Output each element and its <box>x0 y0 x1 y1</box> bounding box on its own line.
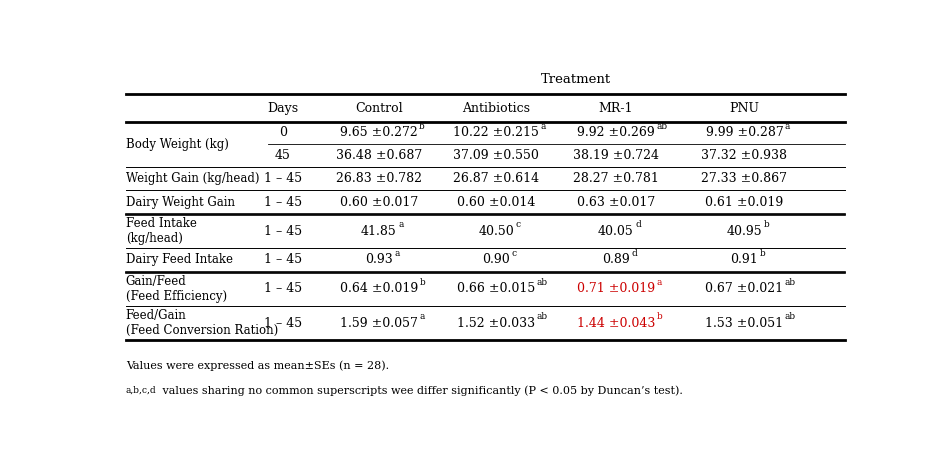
Text: 1 – 45: 1 – 45 <box>263 225 302 237</box>
Text: Body Weight (kg): Body Weight (kg) <box>126 138 228 151</box>
Text: 26.83 ±0.782: 26.83 ±0.782 <box>336 172 422 185</box>
Text: 1 – 45: 1 – 45 <box>263 196 302 209</box>
Text: a: a <box>399 220 403 229</box>
Text: b: b <box>420 122 425 131</box>
Text: b: b <box>759 249 765 258</box>
Text: 38.19 ±0.724: 38.19 ±0.724 <box>573 149 659 162</box>
Text: d: d <box>632 249 637 258</box>
Text: 41.85: 41.85 <box>361 225 397 237</box>
Text: 0: 0 <box>278 126 287 139</box>
Text: Control: Control <box>355 102 402 115</box>
Text: 0.93: 0.93 <box>365 253 393 266</box>
Text: 0.66 ±0.015: 0.66 ±0.015 <box>457 282 535 296</box>
Text: 10.22 ±0.215: 10.22 ±0.215 <box>454 126 539 139</box>
Text: c: c <box>511 249 517 258</box>
Text: 40.50: 40.50 <box>478 225 514 237</box>
Text: 0.89: 0.89 <box>602 253 630 266</box>
Text: 0.67 ±0.021: 0.67 ±0.021 <box>706 282 783 296</box>
Text: 0.61 ±0.019: 0.61 ±0.019 <box>706 196 783 209</box>
Text: ab: ab <box>785 312 796 321</box>
Text: Dairy Weight Gain: Dairy Weight Gain <box>126 196 235 209</box>
Text: a: a <box>785 122 790 131</box>
Text: ab: ab <box>537 278 548 287</box>
Text: Gain/Feed
(Feed Efficiency): Gain/Feed (Feed Efficiency) <box>126 275 227 303</box>
Text: 37.09 ±0.550: 37.09 ±0.550 <box>454 149 539 162</box>
Text: 45: 45 <box>275 149 291 162</box>
Text: 1 – 45: 1 – 45 <box>263 282 302 296</box>
Text: a,b,c,d: a,b,c,d <box>126 386 156 395</box>
Text: 0.71 ±0.019: 0.71 ±0.019 <box>577 282 655 296</box>
Text: 1 – 45: 1 – 45 <box>263 253 302 266</box>
Text: Feed/Gain
(Feed Conversion Ration): Feed/Gain (Feed Conversion Ration) <box>126 309 278 337</box>
Text: Weight Gain (kg/head): Weight Gain (kg/head) <box>126 172 259 185</box>
Text: b: b <box>420 278 425 287</box>
Text: Days: Days <box>267 102 298 115</box>
Text: a: a <box>541 122 546 131</box>
Text: a: a <box>656 278 662 287</box>
Text: ab: ab <box>656 122 668 131</box>
Text: 27.33 ±0.867: 27.33 ±0.867 <box>702 172 787 185</box>
Text: a: a <box>394 249 400 258</box>
Text: MR-1: MR-1 <box>599 102 634 115</box>
Text: ab: ab <box>537 312 548 321</box>
Text: 1.59 ±0.057: 1.59 ±0.057 <box>340 317 418 330</box>
Text: values sharing no common superscripts wee differ significantly (P < 0.05 by Dunc: values sharing no common superscripts we… <box>159 386 683 396</box>
Text: b: b <box>656 312 662 321</box>
Text: 37.32 ±0.938: 37.32 ±0.938 <box>702 149 787 162</box>
Text: 0.60 ±0.014: 0.60 ±0.014 <box>457 196 536 209</box>
Text: ab: ab <box>785 278 796 287</box>
Text: 0.90: 0.90 <box>482 253 510 266</box>
Text: 9.65 ±0.272: 9.65 ±0.272 <box>340 126 418 139</box>
Text: 1.52 ±0.033: 1.52 ±0.033 <box>457 317 535 330</box>
Text: Treatment: Treatment <box>542 73 612 86</box>
Text: PNU: PNU <box>729 102 759 115</box>
Text: a: a <box>420 312 424 321</box>
Text: 1 – 45: 1 – 45 <box>263 172 302 185</box>
Text: 26.87 ±0.614: 26.87 ±0.614 <box>454 172 540 185</box>
Text: Values were expressed as mean±SEs (n = 28).: Values were expressed as mean±SEs (n = 2… <box>126 360 389 371</box>
Text: 0.64 ±0.019: 0.64 ±0.019 <box>340 282 418 296</box>
Text: 0.63 ±0.017: 0.63 ±0.017 <box>577 196 655 209</box>
Text: 1 – 45: 1 – 45 <box>263 317 302 330</box>
Text: 9.92 ±0.269: 9.92 ±0.269 <box>577 126 655 139</box>
Text: 0.60 ±0.017: 0.60 ±0.017 <box>340 196 418 209</box>
Text: 9.99 ±0.287: 9.99 ±0.287 <box>706 126 783 139</box>
Text: 40.05: 40.05 <box>599 225 634 237</box>
Text: Antibiotics: Antibiotics <box>462 102 530 115</box>
Text: 36.48 ±0.687: 36.48 ±0.687 <box>336 149 422 162</box>
Text: 1.44 ±0.043: 1.44 ±0.043 <box>577 317 655 330</box>
Text: Feed Intake
(kg/head): Feed Intake (kg/head) <box>126 217 197 245</box>
Text: b: b <box>763 220 770 229</box>
Text: 40.95: 40.95 <box>726 225 762 237</box>
Text: 0.91: 0.91 <box>730 253 759 266</box>
Text: 1.53 ±0.051: 1.53 ±0.051 <box>706 317 783 330</box>
Text: Dairy Feed Intake: Dairy Feed Intake <box>126 253 233 266</box>
Text: c: c <box>516 220 521 229</box>
Text: d: d <box>635 220 641 229</box>
Text: 28.27 ±0.781: 28.27 ±0.781 <box>573 172 659 185</box>
